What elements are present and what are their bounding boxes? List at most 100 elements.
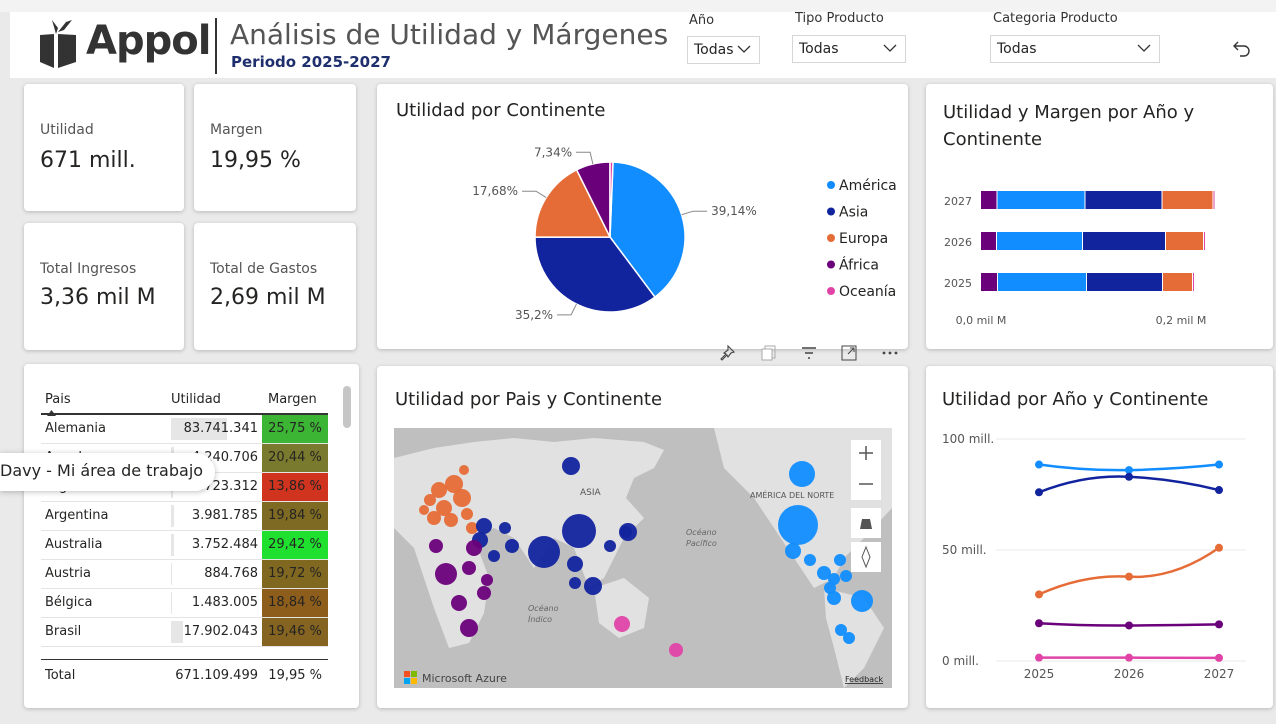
zoom-in-icon[interactable] [859,446,873,460]
bar-segment-europa[interactable] [1162,191,1213,209]
map-bubble-africa[interactable] [429,539,443,553]
map-bubble-america[interactable] [827,591,841,605]
bar-segment-áfrica[interactable] [981,232,996,250]
kpi-card-margen[interactable]: Margen 19,95 % [194,84,356,211]
map-bubble-america[interactable] [834,554,846,566]
column-header-pais[interactable]: Pais [41,386,171,416]
map-bubble-africa[interactable] [460,619,478,637]
table-row[interactable]: Austria 884.768 19,72 % [41,559,328,589]
map-bubble-america[interactable] [785,543,801,559]
map-bubble-asia[interactable] [488,550,500,562]
map-bubble-africa[interactable] [451,595,467,611]
bar-segment-oceanía[interactable] [1193,273,1194,291]
line-point[interactable] [1035,619,1043,628]
map-bubble-america[interactable] [851,590,873,612]
map-feedback-link[interactable]: Feedback [845,675,883,684]
map-bubble-asia[interactable] [569,577,581,589]
map-bubble-africa[interactable] [477,586,491,600]
map-bubble-asia[interactable] [562,457,580,475]
map-bubble-asia[interactable] [562,514,596,548]
kpi-card-gastos[interactable]: Total de Gastos 2,69 mil M [194,223,356,350]
bar-segment-asia[interactable] [1087,273,1162,291]
bar-segment-américa[interactable] [997,191,1085,209]
line-point[interactable] [1215,653,1223,662]
country-table-card[interactable]: Pais Utilidad Margen Alemania 83.741.341 2… [24,364,359,708]
legend-item[interactable]: América [839,178,897,194]
map-bubble-europa[interactable] [427,511,441,525]
map-bubble-asia[interactable] [528,536,560,568]
bar-segment-áfrica[interactable] [981,191,997,209]
table-row[interactable]: Argentina 3.981.785 19,84 % [41,501,328,531]
map-bubble-america[interactable] [840,570,852,582]
map-bubble-asia[interactable] [505,539,519,553]
kpi-card-ingresos[interactable]: Total Ingresos 3,36 mil M [24,223,184,350]
bar-segment-asia[interactable] [1085,191,1162,209]
map-bubble-america[interactable] [789,461,815,487]
map-bubble-asia[interactable] [604,540,616,552]
table-row[interactable]: Australia 3.752.484 29,42 % [41,530,328,560]
product-type-slicer[interactable]: Todas [792,35,906,63]
table-row[interactable]: Alemania 83.741.341 25,75 % [41,414,328,444]
line-point[interactable] [1125,466,1133,475]
legend-item[interactable]: África [839,257,879,274]
copy-icon[interactable] [760,344,778,362]
bar-segment-américa[interactable] [997,232,1082,250]
pin-icon[interactable] [718,344,736,362]
bar-segment-asia[interactable] [1083,232,1165,250]
line-point[interactable] [1125,472,1133,481]
bar-segment-oceanía[interactable] [1204,232,1205,250]
legend-item[interactable]: Asia [839,205,868,221]
line-point[interactable] [1125,653,1133,662]
line-point[interactable] [1125,572,1133,581]
legend-item[interactable]: Oceanía [839,284,896,300]
map-bubble-america[interactable] [817,566,831,580]
kpi-card-utilidad[interactable]: Utilidad 671 mill. [24,84,184,211]
map-bubble-oceania[interactable] [669,643,683,657]
map-bubble-africa[interactable] [435,563,457,585]
map-bubble-europa[interactable] [453,489,471,507]
map-bubble-europa[interactable] [466,522,478,534]
line-point[interactable] [1035,653,1043,662]
reset-filters-icon[interactable] [1232,38,1252,58]
map-bubble-america[interactable] [778,505,818,545]
pie-slice-américa[interactable] [609,161,686,299]
map-bubble-america[interactable] [804,554,816,566]
map-bubble-america[interactable] [843,632,855,644]
map-bubble-asia[interactable] [476,518,492,534]
category-slicer[interactable]: Todas [990,35,1160,63]
more-options-icon[interactable] [880,344,900,362]
map-bubble-europa[interactable] [461,508,473,520]
table-scrollbar[interactable] [343,386,351,428]
map-bubble-africa[interactable] [466,540,482,556]
map-bubble-america[interactable] [824,582,836,594]
legend-item[interactable]: Europa [839,231,888,247]
map-bubble-africa[interactable] [481,574,493,586]
pie-slice-oceanía[interactable] [609,161,614,238]
line-point[interactable] [1035,460,1043,469]
table-row[interactable]: Brasil 17.902.043 19,46 % [41,617,328,647]
line-point[interactable] [1215,486,1223,495]
line-point[interactable] [1215,543,1223,552]
line-point[interactable] [1215,620,1223,629]
year-slicer[interactable]: Todas [687,36,760,64]
stacked-bar-card[interactable]: Utilidad y Margen por Año y Continente 2… [926,84,1273,349]
map-bubble-asia[interactable] [499,522,511,534]
map-bubble-america[interactable] [828,573,840,585]
pie-chart-card[interactable]: Utilidad por Continente 39,14% 35,2% 17,68… [377,84,908,349]
map-bubble-europa[interactable] [431,482,447,498]
map-bubble-europa[interactable] [444,513,458,527]
map-bubble-asia[interactable] [620,526,632,538]
bar-segment-europa[interactable] [1163,273,1192,291]
line-point[interactable] [1125,621,1133,630]
filter-icon[interactable] [800,344,818,362]
bar-segment-europa[interactable] [1166,232,1203,250]
line-point[interactable] [1035,488,1043,497]
map-bubble-europa[interactable] [424,494,436,506]
map-bubble-europa[interactable] [445,475,463,493]
bar-segment-américa[interactable] [998,273,1086,291]
world-map[interactable]: ASIA AMÉRICA DEL NORTE Océano Pacífico O… [394,428,892,688]
line-point[interactable] [1215,460,1223,469]
line-series-europa[interactable] [1038,546,1220,596]
focus-mode-icon[interactable] [840,344,858,362]
bar-segment-oceanía[interactable] [1213,191,1215,209]
